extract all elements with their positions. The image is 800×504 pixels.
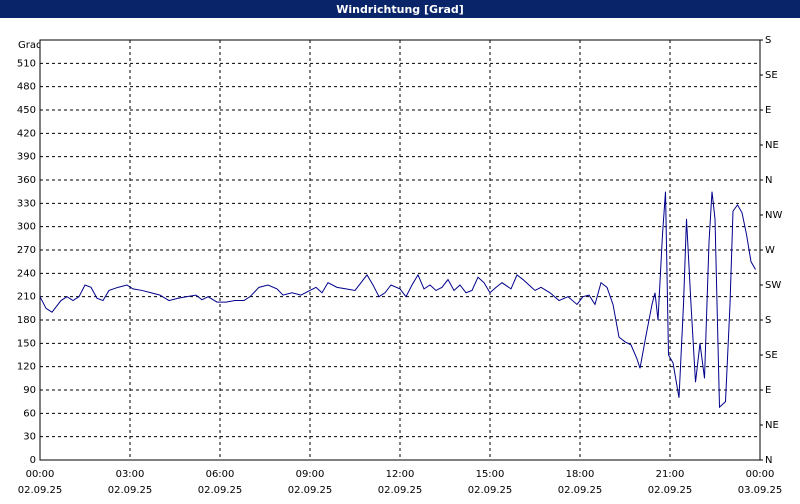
x-tick-date: 02.09.25: [468, 485, 513, 496]
y2-tick-label: S: [765, 35, 771, 46]
x-tick-label: 09:00: [296, 469, 325, 480]
y-tick-label: 480: [17, 82, 36, 93]
x-tick-label: 15:00: [476, 469, 505, 480]
y-tick-label: 240: [17, 268, 36, 279]
title-bar: [0, 0, 800, 18]
y2-tick-label: E: [765, 105, 771, 116]
x-tick-date: 02.09.25: [198, 485, 243, 496]
x-tick-label: 18:00: [566, 469, 595, 480]
y-tick-label: 270: [17, 245, 36, 256]
y2-tick-label: E: [765, 385, 771, 396]
y2-tick-label: N: [765, 455, 772, 466]
x-tick-date: 03.09.25: [738, 485, 783, 496]
x-tick-label: 03:00: [116, 469, 145, 480]
y-tick-label: 420: [17, 128, 36, 139]
x-tick-label: 12:00: [386, 469, 415, 480]
y-tick-label: 120: [17, 362, 36, 373]
x-tick-label: 06:00: [206, 469, 235, 480]
y2-tick-label: W: [765, 245, 775, 256]
y-tick-label: 180: [17, 315, 36, 326]
x-tick-date: 02.09.25: [108, 485, 153, 496]
y2-tick-label: N: [765, 175, 772, 186]
x-tick-date: 02.09.25: [648, 485, 693, 496]
y-tick-label: 30: [23, 432, 36, 443]
x-tick-date: 02.09.25: [558, 485, 603, 496]
x-tick-date: 02.09.25: [18, 485, 63, 496]
y-tick-label: 510: [17, 58, 36, 69]
y-tick-label: 300: [17, 222, 36, 233]
y2-tick-label: SE: [765, 70, 778, 81]
plot-border: [39, 39, 761, 461]
x-tick-label: 21:00: [656, 469, 685, 480]
y-tick-label: 90: [23, 385, 36, 396]
y-tick-label: 330: [17, 198, 36, 209]
y-tick-label: 450: [17, 105, 36, 116]
y-tick-label: 390: [17, 152, 36, 163]
y2-tick-label: NE: [765, 140, 779, 151]
y2-tick-label: SE: [765, 350, 778, 361]
y2-tick-label: SW: [765, 280, 781, 291]
x-tick-label: 00:00: [746, 469, 775, 480]
data-line: [39, 191, 756, 409]
y-tick-label: 0: [30, 455, 36, 466]
y2-tick-label: NE: [765, 420, 779, 431]
y-tick-label: 60: [23, 408, 36, 419]
y-tick-label: 360: [17, 175, 36, 186]
y2-tick-label: S: [765, 315, 771, 326]
x-tick-date: 02.09.25: [378, 485, 423, 496]
y-axis-label: Grad: [18, 40, 42, 51]
y-tick-label: 210: [17, 292, 36, 303]
chart-title: Windrichtung [Grad]: [336, 3, 464, 16]
y-tick-label: 150: [17, 338, 36, 349]
x-tick-label: 00:00: [26, 469, 55, 480]
y2-tick-label: NW: [765, 210, 782, 221]
x-tick-date: 02.09.25: [288, 485, 333, 496]
